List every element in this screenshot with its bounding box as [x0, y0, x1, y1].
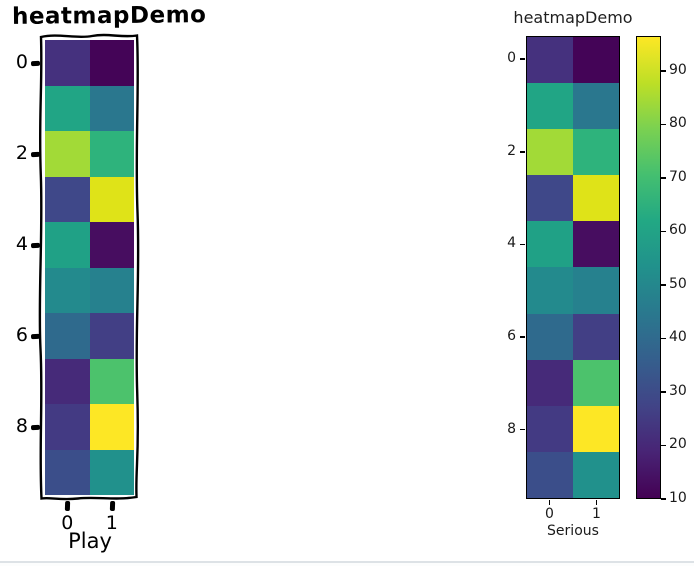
heatmap-cell	[573, 359, 619, 406]
colorbar-tick-label: 30	[669, 382, 687, 399]
x-tick-label: 1	[592, 506, 601, 522]
heatmap-cell	[89, 131, 134, 177]
x-tick-label: 0	[545, 506, 554, 522]
colorbar-tick-label: 40	[669, 329, 687, 346]
y-tick-mark	[30, 242, 41, 248]
heatmap-cell	[527, 267, 573, 314]
x-tick-mark	[109, 500, 115, 512]
y-tick-label: 4	[15, 232, 28, 255]
left-x-axis-label: Play	[68, 529, 112, 553]
y-tick-mark	[519, 58, 525, 60]
left-chart-title: heatmapDemo	[11, 2, 207, 30]
heatmap-cell	[527, 405, 573, 452]
heatmap-cell	[527, 359, 573, 406]
y-tick-mark	[30, 424, 41, 430]
y-tick-mark	[30, 60, 41, 66]
heatmap-cell	[45, 40, 90, 86]
heatmap-cell	[89, 85, 134, 131]
heatmap-cell	[573, 451, 619, 498]
x-tick-mark	[548, 499, 551, 505]
colorbar-tick-label: 80	[669, 115, 687, 132]
heatmap-cell	[89, 449, 134, 495]
right-x-axis-label: Serious	[547, 523, 599, 539]
heatmap-cell	[45, 176, 90, 222]
heatmap-cell	[527, 313, 573, 360]
heatmap-cell	[89, 222, 134, 268]
heatmap-cell	[527, 221, 573, 268]
heatmap-cell	[45, 131, 90, 177]
y-tick-mark	[30, 333, 41, 339]
heatmap-cell	[573, 313, 619, 360]
colorbar-tick-mark	[661, 337, 666, 340]
y-tick-mark	[519, 428, 525, 431]
heatmap-cell	[573, 267, 619, 314]
x-tick-mark	[595, 499, 598, 505]
colorbar-tick-mark	[661, 230, 666, 233]
y-tick-label: 8	[507, 420, 516, 437]
colorbar-tick-label: 50	[669, 275, 687, 292]
y-tick-label: 0	[15, 50, 28, 73]
colorbar-tick-mark	[661, 391, 666, 393]
heatmap-cell	[89, 176, 134, 222]
right-chart-title: heatmapDemo	[513, 8, 633, 27]
y-tick-label: 2	[15, 141, 28, 164]
colorbar-tick-mark	[661, 498, 666, 500]
y-tick-mark	[519, 336, 525, 338]
heatmap-cell	[89, 404, 134, 450]
y-tick-label: 6	[507, 327, 516, 344]
colorbar-tick-label: 90	[669, 61, 687, 78]
colorbar-tick-mark	[661, 123, 666, 126]
heatmap-cell	[89, 358, 134, 404]
colorbar	[636, 36, 661, 499]
y-tick-label: 8	[15, 414, 28, 437]
y-tick-label: 4	[507, 235, 516, 252]
heatmap-cell	[573, 221, 619, 268]
heatmap-cell	[527, 129, 573, 176]
colorbar-tick-mark	[661, 444, 666, 447]
heatmap-cell	[573, 405, 619, 452]
heatmap-cell	[527, 37, 573, 84]
heatmap-cell	[45, 313, 90, 359]
heatmap-cell	[527, 175, 573, 222]
heatmap-cell	[89, 313, 134, 359]
x-tick-label: 0	[61, 512, 74, 534]
y-tick-mark	[30, 151, 41, 157]
y-tick-label: 2	[507, 142, 516, 159]
y-tick-label: 6	[15, 323, 28, 346]
heatmap-cell	[573, 175, 619, 222]
window-bottom-margin	[0, 563, 694, 566]
y-tick-mark	[519, 150, 525, 153]
heatmap-cell	[89, 40, 134, 86]
heatmap-cell	[45, 358, 90, 404]
colorbar-tick-label: 10	[669, 490, 687, 506]
colorbar-tick-label: 60	[669, 222, 687, 239]
left-heatmap-grid	[45, 40, 134, 495]
colorbar-tick-mark	[661, 177, 666, 179]
x-tick-mark	[64, 500, 70, 512]
heatmap-cell	[45, 404, 90, 450]
heatmap-cell	[89, 267, 134, 313]
heatmap-cell	[573, 129, 619, 176]
heatmap-cell	[45, 449, 90, 495]
heatmap-cell	[573, 83, 619, 130]
heatmap-cell	[527, 83, 573, 130]
heatmap-cell	[527, 451, 573, 498]
colorbar-tick-label: 20	[669, 436, 687, 453]
y-tick-mark	[519, 243, 525, 246]
heatmap-cell	[45, 267, 90, 313]
heatmap-cell	[45, 85, 90, 131]
x-tick-label: 1	[105, 512, 118, 534]
colorbar-tick-label: 70	[669, 168, 687, 185]
heatmap-cell	[45, 222, 90, 268]
right-heatmap-grid	[526, 36, 620, 499]
y-tick-label: 0	[507, 50, 516, 67]
window-bottom-separator	[0, 561, 694, 563]
heatmap-cell	[573, 37, 619, 84]
colorbar-tick-mark	[661, 69, 666, 72]
colorbar-tick-mark	[661, 284, 666, 286]
